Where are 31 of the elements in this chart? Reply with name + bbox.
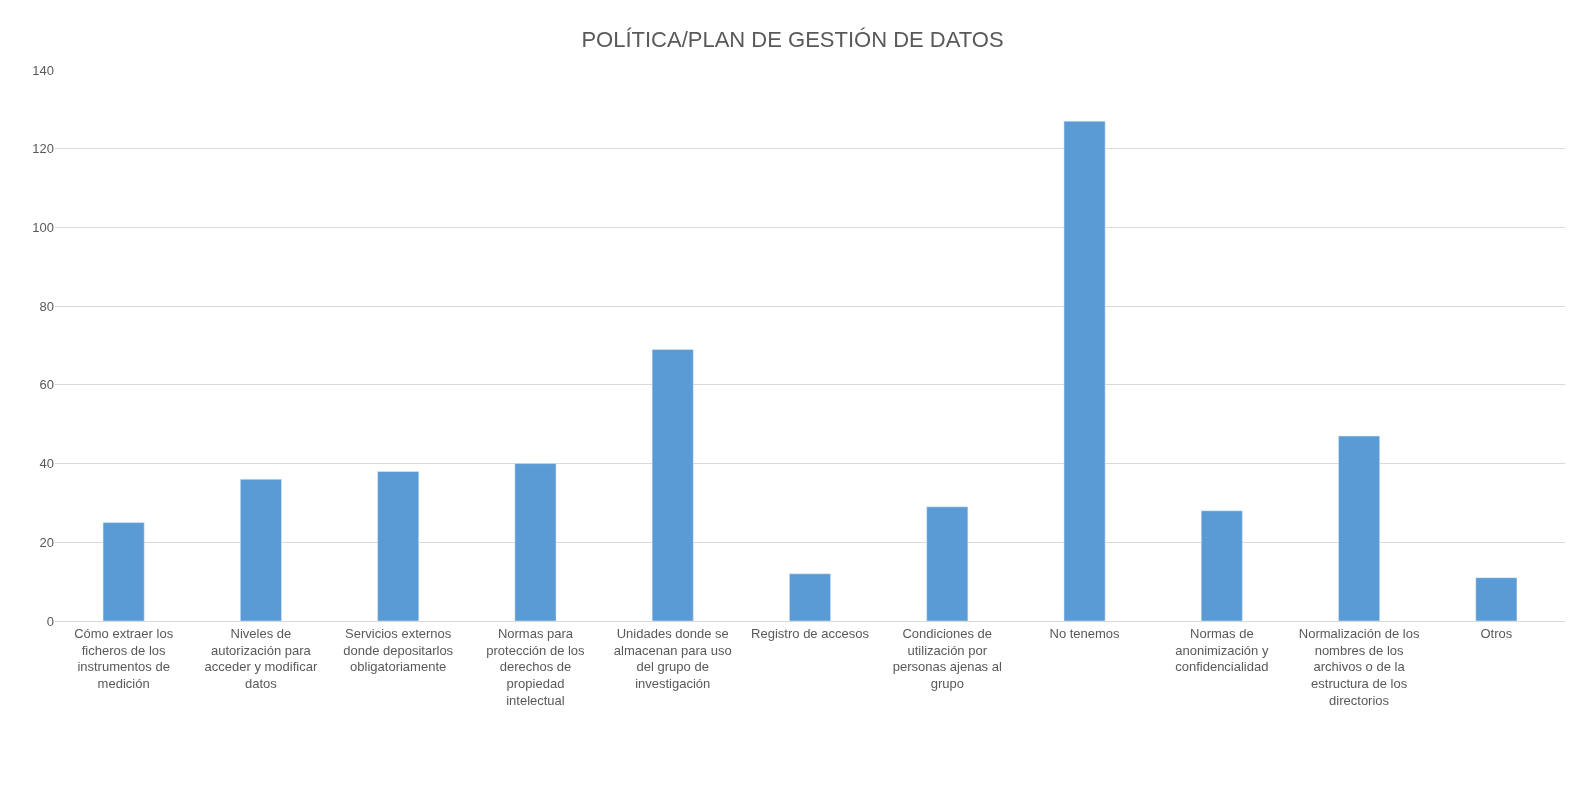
y-tick-label: 40 bbox=[39, 456, 54, 472]
y-tick-label: 80 bbox=[39, 298, 54, 314]
bar bbox=[514, 463, 557, 621]
x-tick-label: Unidades donde se almacenan para uso del grupo de investigación bbox=[613, 625, 732, 692]
bar bbox=[1063, 120, 1106, 621]
bar bbox=[102, 522, 145, 621]
bar bbox=[651, 349, 694, 621]
x-tick-label: Niveles de autorización para acceder y modificar datos bbox=[204, 625, 318, 692]
bar bbox=[926, 506, 969, 621]
x-tick-label: Cómo extraer los ficheros de los instrumentos de medición bbox=[74, 625, 174, 692]
bar bbox=[1475, 577, 1518, 621]
bar bbox=[377, 471, 420, 621]
x-tick-label: Normas para protección de los derechos de propiedad intelectual bbox=[486, 625, 586, 709]
y-tick-label: 120 bbox=[32, 141, 54, 157]
bar bbox=[1338, 435, 1380, 621]
y-tick-label: 0 bbox=[46, 613, 54, 629]
y-tick-label: 20 bbox=[39, 534, 54, 550]
x-tick-label: Condiciones de utilización por personas ajenas al grupo bbox=[892, 625, 1002, 692]
x-tick-label: Servicios externos donde depositarlos obligatoriamente bbox=[343, 625, 454, 675]
x-tick-label: Registro de accesos bbox=[751, 625, 870, 641]
bar bbox=[789, 573, 831, 621]
x-tick-label: No tenemos bbox=[1049, 625, 1121, 641]
chart-title: POLÍTICA/PLAN DE GESTIÓN DE DATOS bbox=[581, 27, 1004, 53]
x-tick-label: Normas de anonimización y confidencialidad bbox=[1175, 625, 1269, 675]
bar bbox=[240, 479, 282, 621]
x-tick-label: Otros bbox=[1480, 625, 1513, 641]
y-tick-label: 140 bbox=[32, 62, 54, 78]
y-tick-label: 60 bbox=[39, 377, 54, 393]
x-tick-label: Normalización de los nombres de los archivos o de la estructura de los directorios bbox=[1298, 625, 1420, 709]
bar bbox=[1200, 510, 1243, 621]
y-tick-label: 100 bbox=[32, 219, 54, 235]
